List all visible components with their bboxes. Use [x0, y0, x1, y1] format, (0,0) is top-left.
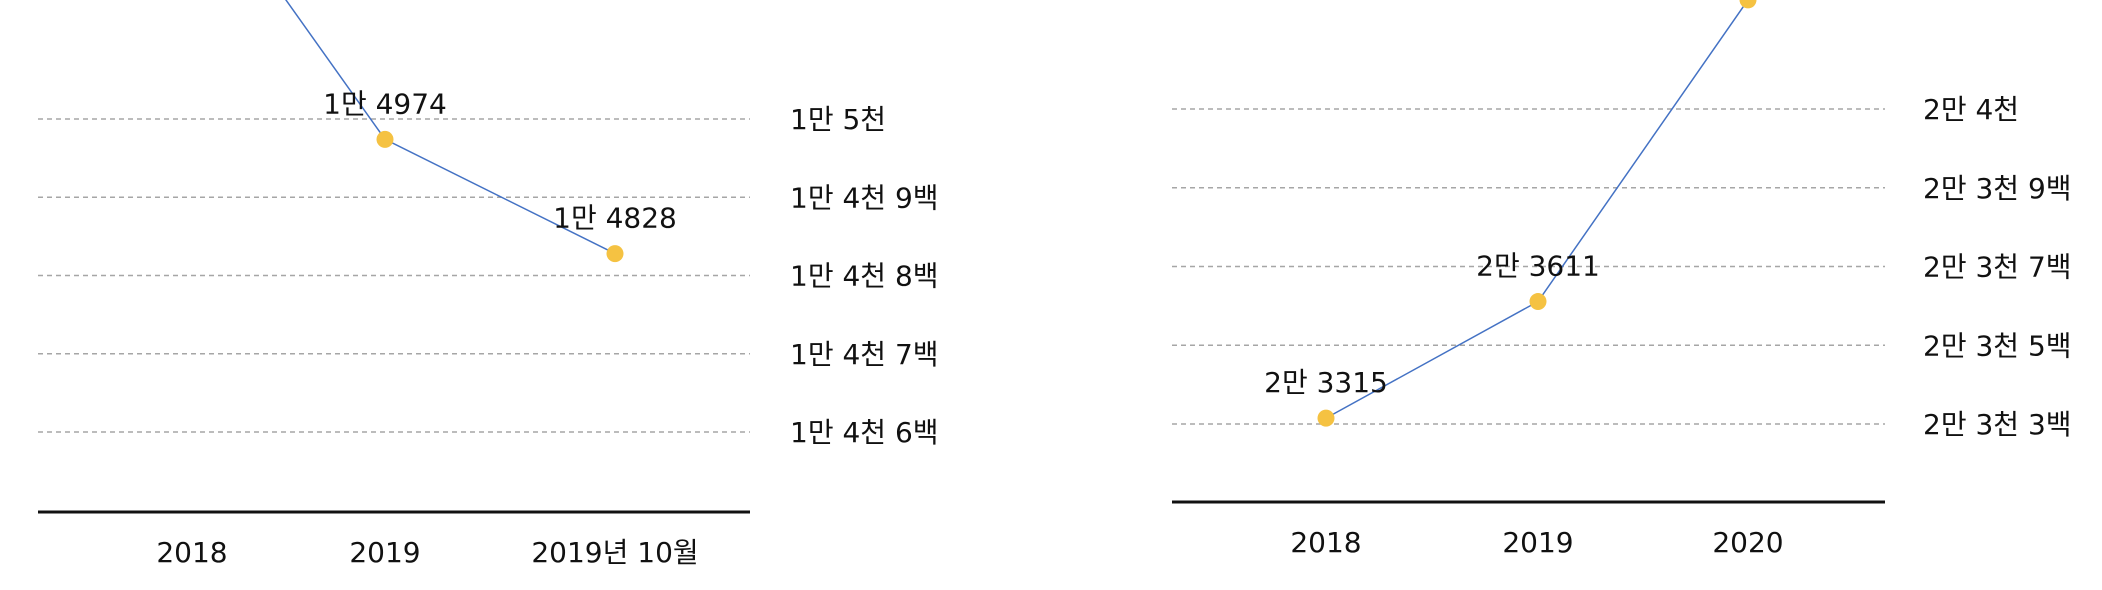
y-tick-label: 1만 4천 6백: [790, 416, 939, 449]
right-line-chart: 2만 3천 3백 2만 3천 5백 2만 3천 7백 2만 3천 9백 2만 4천 201…: [1172, 0, 2072, 559]
data-point: [1739, 0, 1757, 9]
y-tick-label: 1만 5천: [790, 103, 886, 136]
data-label: 1만 4828: [553, 202, 677, 235]
data-label: 2만 3611: [1476, 250, 1600, 283]
y-tick-label: 2만 3천 7백: [1923, 251, 2072, 284]
x-tick-label: 2019: [349, 536, 420, 569]
y-tick-label: 1만 4천 9백: [790, 181, 939, 214]
y-tick-label: 2만 3천 3백: [1923, 408, 2072, 441]
series-line: [1325, 0, 1749, 419]
data-label: 2만 3315: [1264, 366, 1388, 399]
data-label: 1만 4974: [323, 87, 447, 120]
y-tick-label: 1만 4천 8백: [790, 260, 939, 293]
y-tick-label: 2만 3천 9백: [1923, 172, 2072, 205]
data-point: [376, 130, 394, 148]
x-tick-label: 2018: [156, 536, 227, 569]
data-point: [1317, 409, 1335, 427]
y-tick-label: 1만 4천 7백: [790, 338, 939, 371]
x-tick-label: 2019: [1502, 526, 1573, 559]
y-tick-label: 2만 3천 5백: [1923, 329, 2072, 362]
data-point: [606, 245, 624, 263]
left-line-chart: 1만 4천 6백 1만 4천 7백 1만 4천 8백 1만 4천 9백 1만 5천 201…: [38, 0, 939, 569]
x-tick-label: 2018: [1290, 526, 1361, 559]
y-tick-label: 2만 4천: [1923, 93, 2019, 126]
x-tick-label: 2020: [1712, 526, 1783, 559]
x-tick-label: 2019년 10월: [531, 536, 698, 569]
series-line: [285, 0, 616, 255]
data-point: [1529, 293, 1547, 311]
